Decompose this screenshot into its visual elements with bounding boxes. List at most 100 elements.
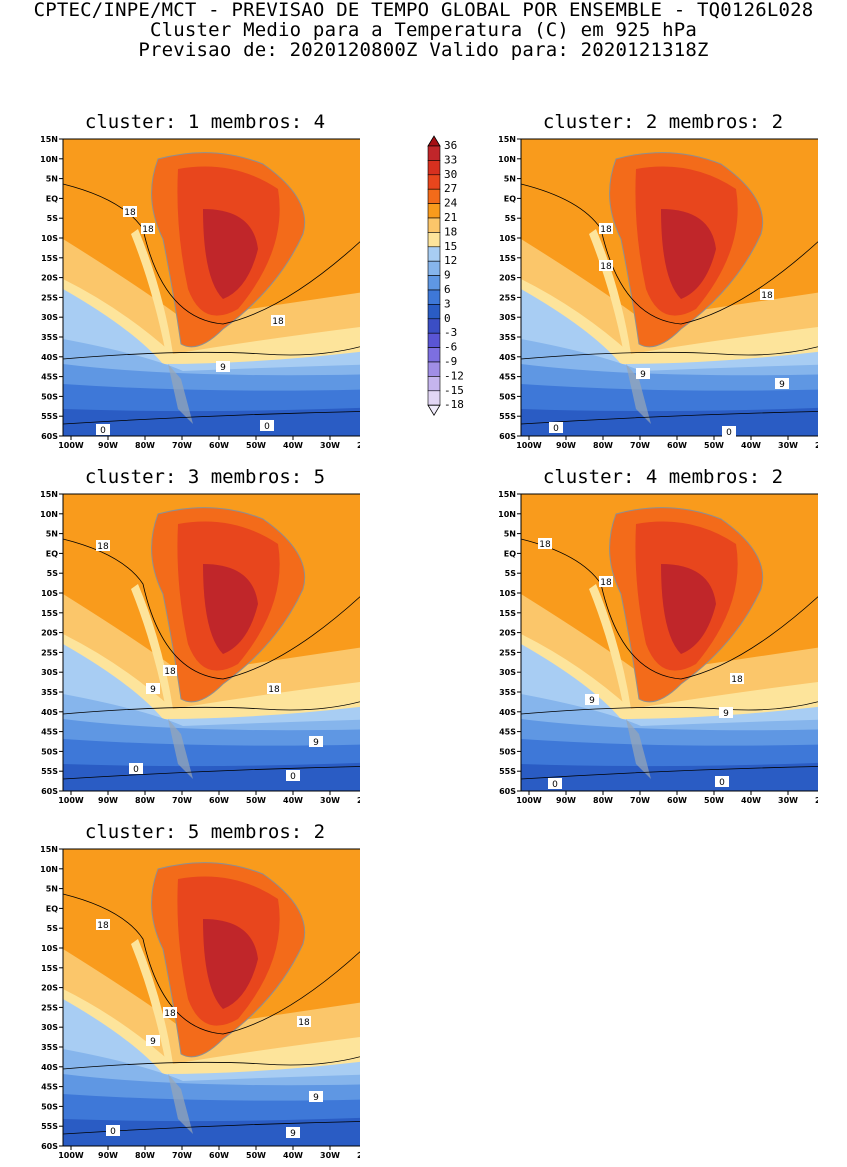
lon-label: 40W xyxy=(741,796,761,805)
lat-label: 5S xyxy=(47,214,59,223)
lat-label: EQ xyxy=(504,194,516,203)
lat-label: 5S xyxy=(505,214,517,223)
contour-label: 18 xyxy=(600,578,612,588)
lat-label: 5N xyxy=(46,530,58,539)
lat-label: 30S xyxy=(41,1023,58,1032)
lat-label: 5S xyxy=(47,569,59,578)
legend-swatch xyxy=(427,347,441,363)
lat-label: 15N xyxy=(40,490,58,499)
contour-label-bg xyxy=(599,260,613,271)
contour-label: 18 xyxy=(124,208,136,218)
lat-label: 25S xyxy=(499,293,516,302)
panel-title: cluster: 4 membros: 2 xyxy=(542,466,784,488)
lat-label: 50S xyxy=(499,392,516,401)
lon-label: 70W xyxy=(172,1151,192,1160)
panel-title: cluster: 1 membros: 4 xyxy=(84,111,326,133)
lat-label: 20S xyxy=(499,629,516,638)
lat-label: 40S xyxy=(499,708,516,717)
legend-level: 18 xyxy=(444,225,457,238)
lon-label: 80W xyxy=(135,441,155,450)
contour-label: 9 xyxy=(290,1129,296,1139)
map-axes: 15N 10N 5N EQ 5S 10S 15S 20S 25S 30S 35S 40S 45S 50S 5… xyxy=(40,845,360,1160)
contour-label: 18 xyxy=(268,685,280,695)
contour-label-bg xyxy=(548,778,562,789)
patagonia-land xyxy=(626,719,651,779)
continent-core xyxy=(203,209,258,299)
header-subtitle: Cluster Medio para a Temperatura (C) em … xyxy=(149,19,698,41)
lat-label: 55S xyxy=(499,767,516,776)
lon-label: 40W xyxy=(283,1151,303,1160)
contour-label-bg xyxy=(267,683,281,694)
lon-label: 70W xyxy=(172,441,192,450)
contour-9 xyxy=(62,346,360,360)
lat-label: 30S xyxy=(41,668,58,677)
contour-label-bg xyxy=(260,420,274,431)
contour-label: 0 xyxy=(552,780,558,790)
contour-label-bg xyxy=(719,707,733,718)
contour-label: 18 xyxy=(97,542,109,552)
contour-label-bg xyxy=(123,206,137,217)
map-axes: 15N 10N 5N EQ 5S 10S 15S 20S 25S 30S 35S 40S 45S 50S 5… xyxy=(40,490,360,805)
lon-label: 90W xyxy=(556,796,576,805)
lat-label: 40S xyxy=(41,1063,58,1072)
legend-swatch xyxy=(427,217,441,233)
legend-level: 24 xyxy=(444,197,458,210)
lat-label: 5S xyxy=(505,569,517,578)
legend-level: -6 xyxy=(444,341,457,354)
lat-label: 15N xyxy=(40,135,58,144)
contour-0 xyxy=(62,411,360,425)
legend-swatch xyxy=(427,203,441,219)
lat-label: 35S xyxy=(499,688,516,697)
lat-label: 5S xyxy=(47,924,59,933)
map-frame xyxy=(62,493,360,792)
lon-label: 90W xyxy=(556,441,576,450)
lat-label: 60S xyxy=(41,787,58,796)
legend-level: 6 xyxy=(444,283,451,296)
lon-label: 100W xyxy=(58,441,84,450)
panel-title: cluster: 2 membros: 2 xyxy=(542,111,784,133)
contour-label: 0 xyxy=(133,765,139,775)
lat-label: 5N xyxy=(504,175,516,184)
lat-label: 45S xyxy=(41,1083,58,1092)
contour-label-bg xyxy=(163,1007,177,1018)
lat-label: 10S xyxy=(41,944,58,953)
lat-label: 60S xyxy=(41,432,58,441)
contour-label: 18 xyxy=(600,262,612,272)
lat-label: 20S xyxy=(41,629,58,638)
map-frame xyxy=(520,138,818,437)
map-field xyxy=(62,848,360,1147)
legend-level: 15 xyxy=(444,240,457,253)
legend-swatch xyxy=(427,318,441,334)
legend-swatch xyxy=(427,304,441,320)
lat-label: 15S xyxy=(499,254,516,263)
patagonia-land xyxy=(626,364,651,424)
legend-level: 3 xyxy=(444,297,451,310)
contour-label: 18 xyxy=(272,317,284,327)
header-dates: Previsao de: 2020120800Z Valido para: 20… xyxy=(138,39,709,61)
lon-label: 70W xyxy=(630,441,650,450)
lon-label: 30W xyxy=(320,1151,340,1160)
header-title: CPTEC/INPE/MCT - PREVISAO DE TEMPO GLOBA… xyxy=(33,0,814,21)
lat-label: 50S xyxy=(41,392,58,401)
contour-0 xyxy=(520,766,818,780)
contour-label: 9 xyxy=(589,696,595,706)
contour-label: 0 xyxy=(553,424,559,434)
lat-label: 50S xyxy=(41,1102,58,1111)
lon-label: 80W xyxy=(593,441,613,450)
contour-label-bg xyxy=(286,1127,300,1138)
coastline xyxy=(151,507,306,703)
contour-label-bg xyxy=(146,683,160,694)
lat-label: 55S xyxy=(41,767,58,776)
legend-swatch xyxy=(427,188,441,204)
lat-label: 35S xyxy=(499,333,516,342)
lon-label: 20W xyxy=(357,1151,360,1160)
lon-label: 30W xyxy=(320,441,340,450)
lat-label: 40S xyxy=(41,353,58,362)
contour-label-bg xyxy=(141,223,155,234)
lat-label: 15N xyxy=(40,845,58,854)
panel-map: 15N 10N 5N EQ 5S 10S 15S 20S 25S 30S 35S 40S 45S 50S 5… xyxy=(40,135,360,450)
contour-18 xyxy=(62,538,360,680)
legend-arrow-top xyxy=(427,135,441,147)
contour-label: 0 xyxy=(726,428,732,438)
lat-label: 15N xyxy=(498,135,516,144)
